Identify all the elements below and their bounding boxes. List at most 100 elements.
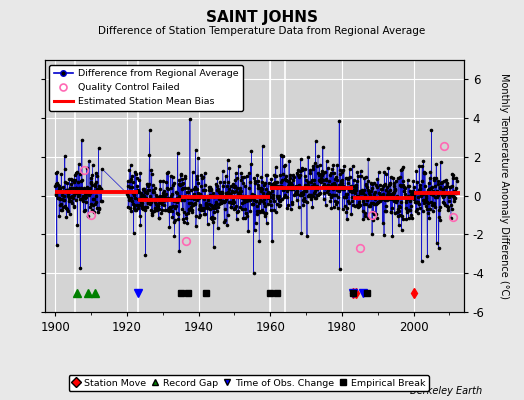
Point (317, 175, 325, 181)
Point (333, 162, 341, 168)
Point (168, 190, 176, 197)
Point (330, 180, 339, 186)
Point (173, 195, 181, 202)
Point (190, 186, 199, 192)
Point (400, 184, 409, 190)
Point (215, 192, 224, 199)
Point (444, 204, 452, 210)
Point (54, 195, 63, 201)
Point (369, 180, 378, 186)
Point (273, 179, 281, 185)
Point (89, 202, 97, 208)
Point (179, 185, 187, 191)
Point (327, 170, 335, 176)
Point (267, 183, 276, 189)
Point (170, 217, 179, 223)
Point (363, 197, 371, 203)
Point (401, 196, 410, 202)
Text: SAINT JOHNS: SAINT JOHNS (206, 10, 318, 25)
Point (312, 194, 320, 201)
Point (176, 177, 184, 184)
Point (252, 198, 260, 204)
Point (134, 204, 142, 211)
Point (392, 197, 401, 203)
Point (184, 205, 193, 212)
Point (294, 172, 302, 178)
Point (319, 183, 328, 190)
Point (257, 173, 266, 180)
Point (426, 169, 434, 176)
Point (249, 270, 258, 276)
Point (216, 189, 225, 196)
Point (381, 208, 389, 214)
Point (130, 192, 138, 198)
Point (384, 188, 392, 195)
Point (403, 207, 411, 214)
Point (141, 189, 150, 196)
Point (157, 199, 165, 205)
Point (275, 202, 283, 208)
Point (291, 189, 300, 196)
Point (88, 182, 96, 188)
Point (91, 200, 100, 207)
Point (63, 187, 72, 193)
Point (300, 186, 309, 192)
Point (178, 185, 186, 192)
Point (243, 196, 252, 203)
Point (160, 188, 168, 194)
Point (448, 183, 456, 189)
Point (136, 221, 145, 228)
Point (419, 208, 427, 214)
Point (213, 208, 221, 214)
Point (193, 173, 201, 179)
Point (334, 204, 342, 211)
Point (91, 170, 100, 176)
Point (440, 178, 448, 184)
Point (293, 188, 301, 194)
Point (296, 184, 304, 190)
Point (318, 170, 326, 177)
Point (362, 182, 370, 188)
Point (228, 188, 236, 194)
Point (63, 190, 72, 197)
Point (355, 190, 364, 196)
Point (217, 199, 225, 205)
Point (405, 207, 413, 214)
Point (58, 196, 67, 202)
Point (293, 167, 302, 173)
Point (223, 183, 231, 190)
Point (127, 173, 136, 180)
Point (226, 199, 234, 206)
Point (177, 196, 185, 203)
Point (270, 172, 279, 178)
Point (329, 162, 337, 168)
Point (212, 201, 221, 207)
Point (160, 194, 169, 200)
Point (324, 165, 332, 172)
Point (208, 203, 216, 210)
Point (261, 202, 269, 209)
Point (298, 190, 307, 197)
Point (184, 185, 192, 192)
Point (250, 197, 258, 203)
Point (210, 194, 219, 201)
Point (194, 155, 202, 161)
Point (286, 175, 294, 181)
Point (257, 188, 265, 194)
Point (257, 179, 266, 185)
Point (279, 194, 288, 200)
Point (241, 192, 249, 199)
Point (330, 192, 339, 198)
Point (336, 167, 344, 173)
Point (238, 195, 247, 202)
Point (427, 191, 435, 197)
Point (87, 200, 95, 207)
Point (136, 199, 145, 205)
Point (280, 186, 288, 192)
Point (403, 192, 412, 199)
Point (287, 182, 296, 189)
Point (228, 180, 237, 187)
Point (256, 196, 264, 203)
Point (182, 215, 190, 221)
Point (341, 174, 350, 181)
